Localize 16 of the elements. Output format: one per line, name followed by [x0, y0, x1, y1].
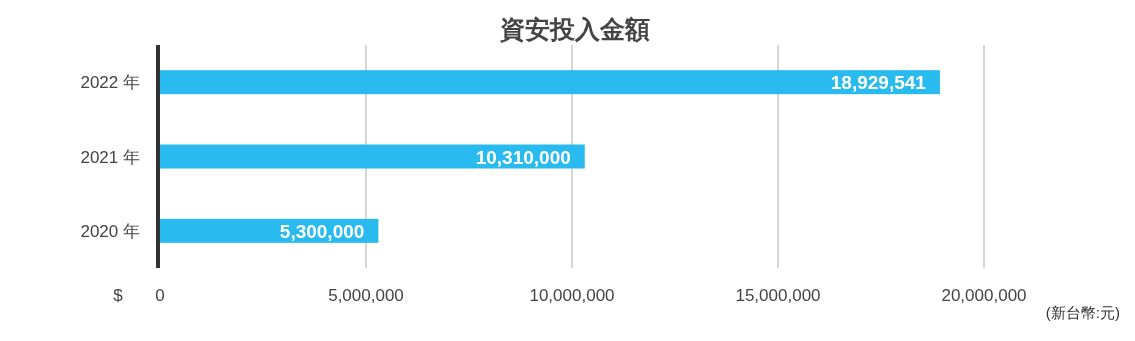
x-axis-title: (新台幣:元) [1045, 304, 1120, 321]
text: $ [113, 286, 124, 305]
x-tick-label: 10,000,000 [529, 286, 615, 305]
y-tick-label: 2021 年 [80, 147, 140, 167]
y-tick-label: 2020 年 [80, 221, 140, 241]
bar [160, 70, 940, 95]
data-label: 5,300,000 [279, 220, 365, 242]
data-label: 18,929,541 [830, 72, 927, 94]
x-tick-label: 20,000,000 [941, 286, 1027, 305]
bar [160, 144, 585, 169]
x-tick-label: 15,000,000 [735, 286, 821, 305]
data-label: 10,310,000 [475, 146, 571, 168]
x-tick-label: 0 [155, 286, 165, 305]
y-tick-label: 2022 年 [80, 73, 140, 93]
chart-title: 資安投入金額 [499, 15, 650, 43]
x-tick-label: 5,000,000 [328, 286, 404, 305]
